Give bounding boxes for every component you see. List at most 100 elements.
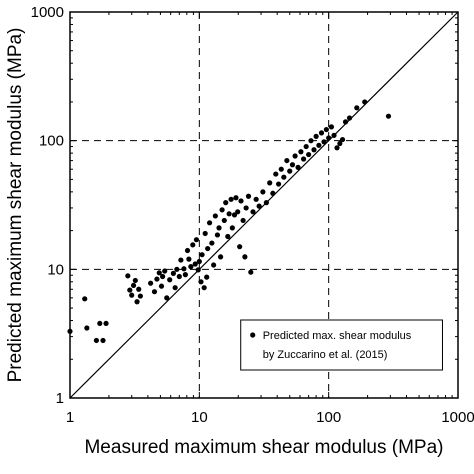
data-point	[306, 151, 312, 158]
data-point	[184, 247, 191, 254]
data-point	[346, 115, 353, 121]
data-point	[328, 124, 335, 130]
data-point	[160, 273, 166, 280]
data-point	[129, 292, 135, 298]
data-point	[158, 283, 165, 289]
data-point	[196, 258, 202, 265]
legend: Predicted max. shear modulus by Zuccarin…	[240, 319, 443, 371]
data-point	[193, 237, 200, 243]
data-point	[342, 119, 349, 125]
reference-line-layer	[69, 11, 459, 399]
data-point	[303, 143, 309, 150]
data-point	[167, 277, 173, 283]
data-point	[284, 157, 290, 164]
data-point	[253, 196, 259, 202]
data-point	[202, 230, 208, 237]
data-point	[192, 261, 198, 267]
data-point	[154, 276, 160, 282]
axis-ticks	[69, 11, 459, 399]
data-point	[103, 320, 109, 327]
data-point	[256, 203, 262, 209]
data-point	[385, 113, 392, 119]
data-point	[186, 256, 192, 262]
legend-marker	[250, 332, 256, 338]
data-point	[97, 320, 103, 327]
data-point	[214, 232, 221, 238]
data-point	[311, 147, 317, 153]
data-point	[308, 138, 314, 144]
data-point	[316, 142, 322, 148]
data-point	[223, 200, 229, 206]
data-point	[136, 286, 142, 292]
data-point	[148, 280, 154, 286]
data-point	[300, 156, 307, 162]
data-point	[275, 181, 282, 187]
data-point	[235, 209, 241, 215]
data-point	[337, 140, 343, 147]
data-point	[170, 270, 176, 276]
data-point	[229, 225, 235, 231]
data-point	[176, 273, 182, 280]
data-point	[130, 282, 137, 289]
data-point	[84, 325, 90, 331]
data-point	[93, 337, 99, 344]
data-point	[240, 217, 246, 224]
data-point	[245, 193, 252, 199]
data-point	[362, 99, 368, 105]
data-point	[281, 174, 287, 180]
data-point	[318, 130, 325, 136]
data-point	[321, 139, 327, 145]
legend-box	[240, 319, 443, 371]
data-point	[228, 196, 234, 202]
x-tick-label: 1000	[441, 409, 474, 426]
data-point	[100, 337, 106, 344]
data-point	[219, 207, 225, 213]
tick-labels: 1 10 100 1000 1 10 100 1000	[31, 4, 474, 426]
data-point	[267, 180, 273, 186]
data-point	[156, 270, 162, 276]
data-point	[199, 252, 205, 258]
data-point	[178, 257, 184, 263]
data-point	[339, 136, 346, 143]
one-to-one-line	[69, 11, 459, 399]
x-tick-label: 1	[66, 409, 74, 426]
data-point	[188, 264, 194, 270]
data-point	[354, 105, 360, 111]
data-point	[204, 274, 210, 280]
x-tick-label: 10	[191, 409, 208, 426]
y-tick-label: 1000	[31, 4, 64, 21]
data-point	[270, 190, 276, 196]
data-point	[181, 266, 187, 272]
data-point	[206, 220, 213, 226]
data-point	[212, 213, 218, 219]
data-point	[225, 233, 231, 240]
data-point	[195, 267, 201, 273]
data-point	[151, 289, 158, 295]
data-point	[209, 240, 215, 246]
data-point	[331, 132, 337, 138]
data-point	[237, 244, 243, 250]
data-point	[231, 212, 238, 218]
data-point	[132, 277, 138, 284]
data-point	[205, 245, 211, 252]
data-point	[298, 149, 304, 155]
data-point	[292, 153, 298, 159]
gridlines	[70, 12, 458, 398]
data-point	[323, 126, 329, 133]
data-point	[295, 164, 301, 170]
y-tick-label: 100	[39, 133, 64, 150]
data-point	[287, 168, 293, 174]
data-point	[233, 195, 239, 201]
data-point	[313, 133, 319, 139]
data-point	[242, 254, 248, 260]
data-point	[238, 198, 244, 204]
data-point	[217, 254, 224, 260]
data-point	[182, 272, 188, 278]
data-point	[263, 200, 269, 206]
data-point	[127, 287, 133, 293]
data-point	[226, 211, 232, 217]
legend-label-line-2: by Zuccarino et al. (2015)	[263, 349, 388, 361]
data-point	[211, 262, 217, 268]
data-point	[273, 171, 279, 177]
